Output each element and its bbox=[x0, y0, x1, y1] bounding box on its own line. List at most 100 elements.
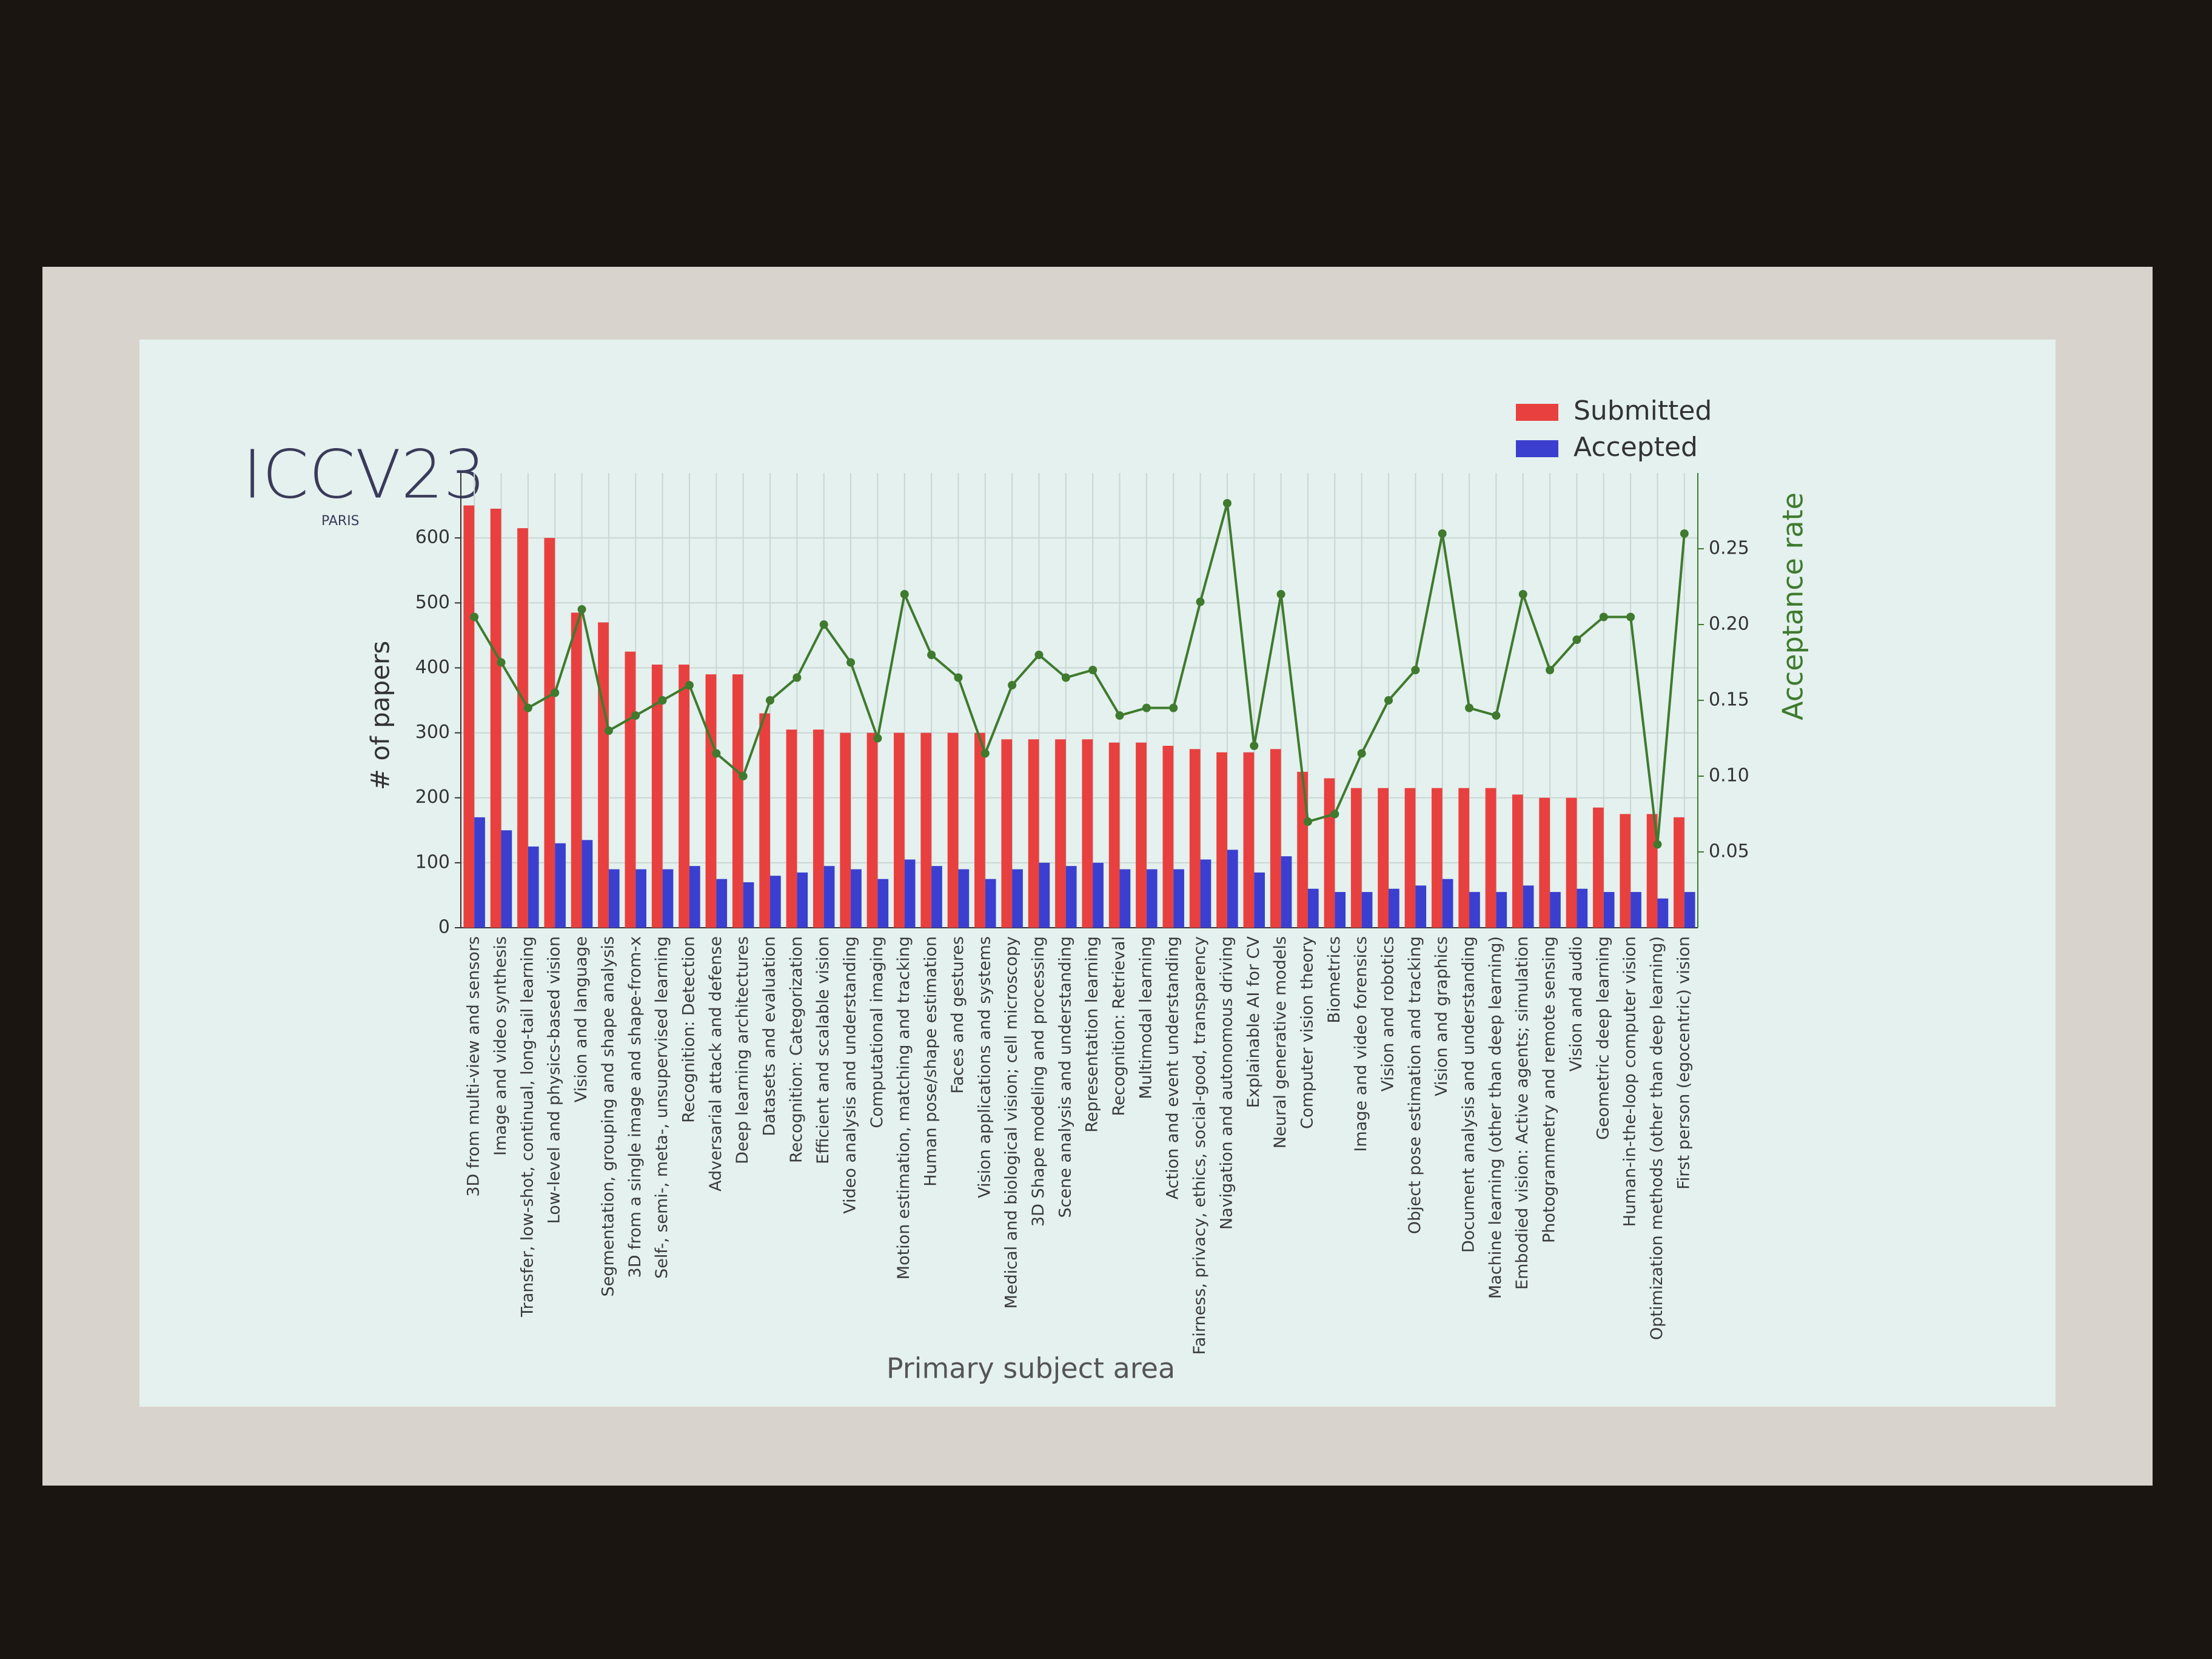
rate-point bbox=[631, 711, 640, 720]
bar bbox=[877, 879, 889, 928]
y2-tick-label: 0.05 bbox=[1709, 841, 1749, 862]
rate-point bbox=[846, 658, 856, 667]
x-tick-label: Optimization methods (other than deep le… bbox=[1647, 936, 1666, 1340]
rate-point bbox=[1303, 817, 1312, 826]
bar bbox=[1361, 892, 1373, 928]
legend-swatch bbox=[1516, 404, 1558, 421]
rate-point bbox=[1384, 696, 1393, 705]
y2-tick-label: 0.10 bbox=[1709, 765, 1749, 786]
rate-point bbox=[1572, 635, 1581, 644]
x-tick-label: 3D from a single image and shape-from-x bbox=[626, 936, 645, 1278]
legend-swatch bbox=[1516, 440, 1558, 457]
bar bbox=[904, 859, 916, 928]
bar bbox=[947, 732, 959, 928]
bar bbox=[1055, 739, 1066, 928]
bar bbox=[517, 528, 528, 928]
bar bbox=[894, 732, 905, 928]
y2-tick-label: 0.15 bbox=[1709, 689, 1749, 711]
x-tick-label: Object pose estimation and tracking bbox=[1406, 936, 1424, 1234]
bar bbox=[689, 866, 700, 928]
bar bbox=[1566, 797, 1577, 928]
x-tick-label: Vision and robotics bbox=[1379, 936, 1398, 1091]
y-tick-label: 0 bbox=[438, 917, 450, 938]
y-axis-label: # of papers bbox=[366, 641, 395, 790]
rate-point bbox=[523, 703, 532, 712]
rate-point bbox=[1169, 703, 1178, 712]
x-tick-label: Motion estimation, matching and tracking bbox=[894, 936, 913, 1279]
x-tick-label: Vision and graphics bbox=[1432, 936, 1451, 1096]
y-tick-label: 200 bbox=[415, 786, 450, 808]
bar bbox=[528, 846, 539, 928]
rate-point bbox=[658, 696, 667, 705]
x-tick-label: Multimodal learning bbox=[1136, 936, 1155, 1099]
y2-axis-label: Acceptance rate bbox=[1777, 492, 1809, 720]
rate-point bbox=[1142, 703, 1151, 712]
x-tick-label: Photogrammetry and remote sensing bbox=[1540, 936, 1559, 1243]
bar bbox=[797, 872, 808, 928]
bar bbox=[1216, 752, 1227, 928]
y-tick-label: 300 bbox=[415, 722, 450, 743]
rate-point bbox=[470, 612, 479, 622]
bar bbox=[1458, 788, 1470, 928]
x-tick-label: Low-level and physics-based vision bbox=[545, 936, 564, 1224]
bar bbox=[1603, 892, 1615, 928]
bar bbox=[1485, 788, 1496, 928]
rate-point bbox=[927, 651, 936, 659]
bar bbox=[1297, 771, 1308, 928]
x-tick-label: Medical and biological vision; cell micr… bbox=[1002, 936, 1021, 1309]
bar bbox=[474, 817, 485, 928]
rate-point bbox=[1357, 749, 1366, 758]
bar bbox=[1550, 892, 1561, 928]
x-tick-label: Geometric deep learning bbox=[1594, 936, 1612, 1140]
bar bbox=[1039, 862, 1050, 928]
bar bbox=[625, 651, 636, 928]
rate-point bbox=[1196, 597, 1205, 606]
bar bbox=[651, 665, 663, 928]
x-tick-label: Vision applications and systems bbox=[975, 936, 994, 1198]
rate-point bbox=[873, 734, 882, 743]
rate-point bbox=[1465, 703, 1474, 712]
rate-point bbox=[1276, 590, 1285, 598]
rate-point bbox=[712, 749, 721, 758]
bar bbox=[1378, 788, 1389, 928]
bar bbox=[705, 674, 717, 928]
bar bbox=[732, 674, 743, 928]
logo: ICCV23 bbox=[243, 435, 486, 513]
bar bbox=[581, 840, 593, 928]
rate-point bbox=[1222, 499, 1232, 508]
bar bbox=[1539, 797, 1550, 928]
bar bbox=[759, 713, 770, 928]
rate-point bbox=[1330, 809, 1339, 819]
bar bbox=[1108, 742, 1120, 928]
bar bbox=[463, 505, 475, 928]
bar bbox=[1335, 892, 1346, 928]
rate-point bbox=[1653, 840, 1662, 849]
x-tick-label: Machine learning (other than deep learni… bbox=[1486, 936, 1505, 1299]
rate-point bbox=[1008, 681, 1017, 689]
bar bbox=[1620, 814, 1631, 928]
bar bbox=[743, 882, 754, 928]
bar bbox=[635, 869, 646, 928]
bar bbox=[1442, 879, 1453, 928]
bar bbox=[490, 508, 501, 928]
bar bbox=[786, 729, 797, 928]
bar bbox=[1065, 866, 1077, 928]
bar bbox=[1657, 898, 1669, 928]
x-tick-label: 3D from multi-view and sensors bbox=[464, 936, 483, 1197]
x-tick-label: Human pose/shape estimation bbox=[922, 936, 940, 1187]
rate-point bbox=[1518, 590, 1527, 598]
bar bbox=[1028, 739, 1039, 928]
bar bbox=[1684, 892, 1695, 928]
rate-point bbox=[1492, 711, 1501, 720]
bar bbox=[571, 612, 582, 928]
rate-point bbox=[1034, 651, 1044, 659]
bar bbox=[608, 869, 620, 928]
x-tick-label: Representation learning bbox=[1083, 936, 1102, 1133]
bar bbox=[1270, 749, 1281, 928]
rate-point bbox=[604, 726, 613, 735]
rate-point bbox=[1546, 666, 1555, 674]
x-tick-label: Datasets and evaluation bbox=[760, 936, 779, 1136]
bar bbox=[866, 732, 878, 928]
rate-point bbox=[980, 749, 990, 758]
